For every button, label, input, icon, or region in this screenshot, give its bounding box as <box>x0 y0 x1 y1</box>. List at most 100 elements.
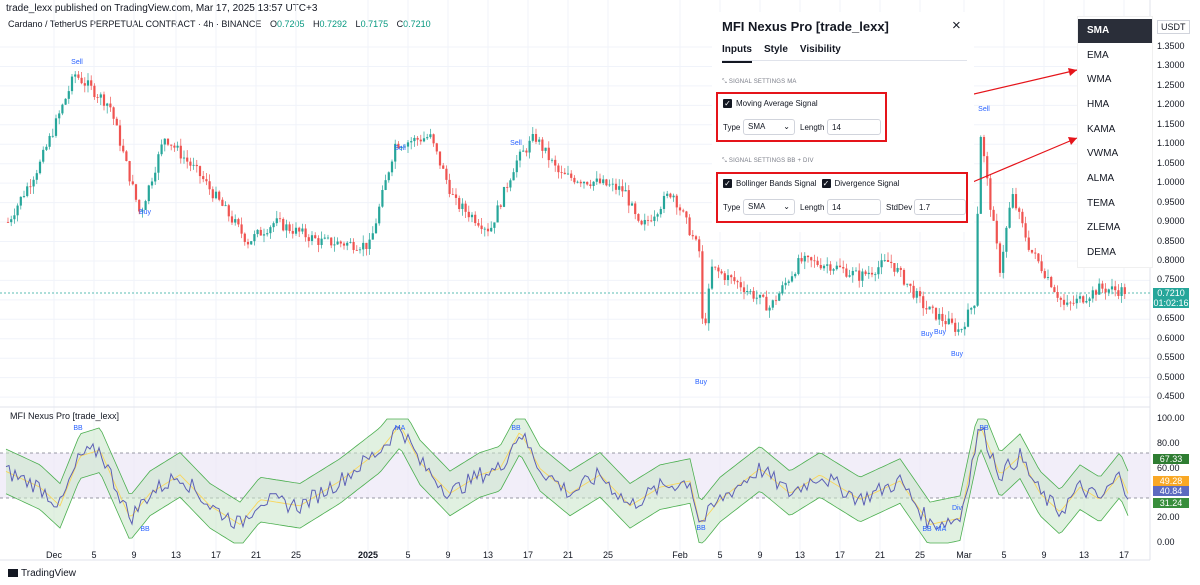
candle-body <box>22 195 26 197</box>
candle-body <box>992 209 995 221</box>
candle-body <box>64 98 67 105</box>
dropdown-option-dema[interactable]: DEMA <box>1087 247 1116 258</box>
candle-body <box>794 273 797 277</box>
bb-signal-checkbox[interactable]: ✓ <box>723 179 732 188</box>
candle-body <box>96 97 99 98</box>
candle-body <box>1101 283 1104 289</box>
signal-sell: Sell <box>978 106 990 113</box>
candle-body <box>685 211 688 218</box>
candle-body <box>550 159 554 161</box>
footer-brand: TradingView <box>21 568 77 579</box>
time-tick-label: 13 <box>1078 550 1090 560</box>
candle-body <box>1120 287 1123 296</box>
dropdown-option-vwma[interactable]: VWMA <box>1087 148 1119 159</box>
chevron-down-icon: ⌄ <box>783 202 790 211</box>
signal-sell: Sell <box>71 59 83 66</box>
bb-type-select[interactable]: SMA ⌄ <box>743 199 795 215</box>
candle-body <box>570 173 573 178</box>
price-tick-label: 0.8500 <box>1157 235 1185 246</box>
candle-body <box>822 265 826 269</box>
candle-body <box>525 150 528 153</box>
time-tick-label: 17 <box>522 550 534 560</box>
bb-signal-row: ✓ Bollinger Bands Signal ✓ Divergence Si… <box>723 179 899 188</box>
candle-body <box>1117 290 1120 296</box>
candle-body <box>355 249 358 251</box>
candle-body <box>938 313 941 320</box>
candle-body <box>282 219 285 231</box>
dropdown-option-tema[interactable]: TEMA <box>1087 198 1115 209</box>
ma-signal-checkbox[interactable]: ✓ <box>723 99 732 108</box>
candle-body <box>432 134 435 144</box>
candle-body <box>890 261 893 264</box>
candle-body <box>147 185 150 202</box>
candle-body <box>442 165 445 169</box>
candle-body <box>669 193 672 198</box>
candle-body <box>45 146 48 150</box>
dropdown-option-wma[interactable]: WMA <box>1087 74 1112 85</box>
dropdown-option-zlema[interactable]: ZLEMA <box>1087 222 1121 233</box>
candle-body <box>618 186 621 190</box>
time-tick-label: 13 <box>170 550 182 560</box>
candle-body <box>413 137 416 142</box>
candle-body <box>310 235 314 242</box>
candle-body <box>915 291 918 298</box>
indicator-label[interactable]: MFI Nexus Pro [trade_lexx] <box>10 411 120 421</box>
candle-body <box>192 164 195 166</box>
candle-body <box>698 239 701 252</box>
candle-body <box>858 270 861 281</box>
candle-body <box>838 265 842 268</box>
candle-body <box>1043 271 1046 278</box>
price-tick-label: 1.2500 <box>1157 79 1185 90</box>
candle-body <box>218 191 221 200</box>
candle-body <box>960 329 963 331</box>
time-tick-label: 13 <box>794 550 806 560</box>
candle-body <box>944 320 947 325</box>
dropdown-option-sma[interactable]: SMA <box>1078 19 1152 43</box>
tab-style[interactable]: Style <box>764 44 788 55</box>
price-tick-label: 1.2000 <box>1157 99 1185 110</box>
tab-visibility[interactable]: Visibility <box>799 44 841 55</box>
ma-length-input[interactable]: 14 <box>827 119 881 135</box>
dropdown-option-alma[interactable]: ALMA <box>1087 173 1115 184</box>
candle-body <box>131 181 134 185</box>
dropdown-option-hma[interactable]: HMA <box>1087 99 1110 110</box>
last-price-tag: 0.7210 <box>1153 288 1189 298</box>
tab-inputs[interactable]: Inputs <box>722 44 752 63</box>
candle-body <box>381 189 384 207</box>
candle-body <box>352 241 355 250</box>
oscillator-tick-label: 100.00 <box>1157 413 1185 423</box>
price-tick-label: 0.9000 <box>1157 216 1185 227</box>
candle-body <box>909 283 912 286</box>
candle-body <box>842 267 845 269</box>
candle-body <box>166 138 170 145</box>
candle-body <box>534 134 538 142</box>
candle-body <box>483 228 486 230</box>
candle-body <box>589 184 592 187</box>
currency-button[interactable]: USDT <box>1157 20 1190 34</box>
ma-signal-row[interactable]: ✓ Moving Average Signal <box>723 99 818 108</box>
candle-body <box>1056 292 1059 298</box>
candlestick-series <box>6 71 1126 337</box>
candle-body <box>134 184 138 200</box>
ma-type-select[interactable]: SMA ⌄ <box>743 119 795 135</box>
bb-length-input[interactable]: 14 <box>827 199 881 215</box>
candle-body <box>10 219 13 223</box>
candle-body <box>630 203 634 206</box>
divergence-signal-checkbox[interactable]: ✓ <box>821 179 831 188</box>
candle-body <box>701 251 704 319</box>
candle-body <box>925 308 928 310</box>
stddev-input[interactable]: 1.7 <box>914 199 966 215</box>
time-tick-label: 5 <box>91 550 97 560</box>
price-tick-label: 1.0500 <box>1157 157 1185 168</box>
dropdown-option-kama[interactable]: KAMA <box>1087 124 1116 135</box>
section-bb-heading: ⤡ SIGNAL SETTINGS BB + DIV <box>722 158 814 164</box>
candle-body <box>522 150 525 152</box>
dropdown-option-ema[interactable]: EMA <box>1087 50 1109 61</box>
candle-body <box>54 118 58 136</box>
candle-body <box>922 296 925 309</box>
osc-signal-bb: BB <box>73 425 83 432</box>
close-icon[interactable]: × <box>952 17 961 34</box>
time-tick-label: 17 <box>834 550 846 560</box>
candle-body <box>416 137 419 140</box>
